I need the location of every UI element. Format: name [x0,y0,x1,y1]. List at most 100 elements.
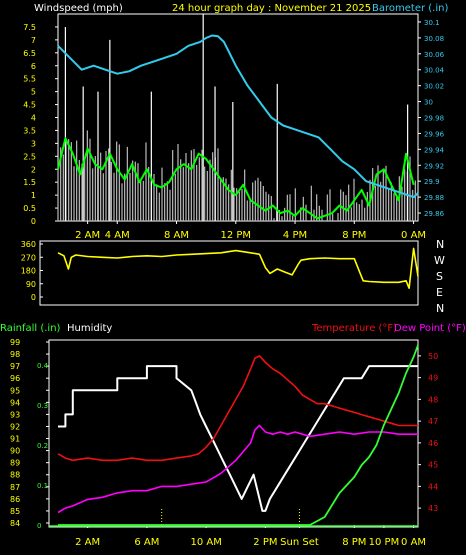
wind-y-tick-label: 7 [31,36,36,45]
dewpoint-line [57,424,418,514]
temp-y-tick-label: 50 [428,352,438,361]
humidity-y-tick-label: 89 [10,459,20,468]
wind-y-tick-label: 0 [31,217,36,226]
direction-y-tick-label: 180 [21,267,36,276]
wind-y-tick-label: 5.5 [23,75,36,84]
wind-y-tick-label: 1.5 [23,178,36,187]
rain-y-tick-label: 0 [37,522,41,530]
direction-panel-frame [39,240,419,306]
rain-y-tick-label: 0.2 [37,442,48,450]
temp-x-tick-label: 10 PM [369,537,400,548]
temperature-line [57,355,418,462]
humidity-label: Humidity [67,323,112,334]
temp-y-tick-label: 49 [428,374,438,383]
wind-y-tick-label: 2 [31,165,36,174]
temp-x-tick-label: 0 AM [401,537,426,548]
humidity-y-tick-label: 96 [10,374,20,383]
barometer-y-tick-label: 30.1 [424,19,440,27]
temp-x-tick-label: 2 AM [75,537,100,548]
humidity-y-tick-label: 88 [10,471,20,480]
wind-x-tick-label: 12 PM [220,230,251,241]
temp-x-tick-label: 2 PM [253,537,277,548]
humidity-y-tick-label: 95 [10,386,20,395]
compass-label-n-top: N [436,238,444,251]
wind-direction-chart: 0 90 180 270 360 [21,240,419,302]
direction-y-tick-label: 0 [31,293,36,302]
rain-y-tick-label: 0.3 [37,402,48,410]
wind-y-tick-label: 2.5 [23,152,36,161]
barometer-y-tick-label: 29.94 [424,146,445,154]
wind-y-tick-label: 4 [31,114,36,123]
wind-x-tick-label: 8 AM [164,230,189,241]
temp-y-tick-label: 48 [428,395,438,404]
windspeed-label: Windspeed (mph) [34,3,123,14]
temp-x-tick-label: 10 AM [190,537,221,548]
temp-y-tick-label: 46 [428,439,438,448]
wind-x-tick-label: 4 AM [105,230,130,241]
barometer-line [57,34,419,199]
temp-y-tick-label: 43 [428,504,438,513]
barometer-y-tick-label: 29.86 [424,210,445,218]
temp-x-tick-label: 8 PM [342,537,366,548]
wind-speed-line [57,137,415,220]
wind-x-tick-label: 4 PM [283,230,307,241]
humidity-y-tick-label: 98 [10,350,20,359]
wind-direction-line [57,247,419,290]
humidity-y-tick-label: 99 [10,338,20,347]
dewpoint-label: Dew Point (°F) [394,323,466,334]
humidity-line [58,365,418,512]
wind-y-tick-label: 0.5 [23,204,36,213]
rainfall-line [58,344,419,526]
rainfall-label: Rainfall (.in) [0,323,61,334]
compass-label-e: E [436,286,443,299]
temp-y-tick-label: 47 [428,417,438,426]
wind-y-tick-label: 3.5 [23,126,36,135]
wind-x-tick-label: 8 PM [342,230,366,241]
barometer-y-tick-label: 30.06 [424,51,445,59]
barometer-y-tick-label: 30.04 [424,67,445,75]
barometer-y-tick-label: 29.98 [424,115,444,123]
wind-panel-frame [57,13,419,222]
temp-y-tick-label: 45 [428,461,438,470]
wind-y-tick-label: 1 [31,191,36,200]
temp-y-tick-label: 44 [428,482,438,491]
humidity-y-tick-label: 87 [10,483,20,492]
barometer-y-tick-label: 30.08 [424,35,444,43]
humidity-y-tick-label: 84 [10,519,20,528]
barometer-label: Barometer (.in) [372,3,448,14]
barometer-y-tick-label: 29.96 [424,130,445,138]
barometer-y-tick-label: 30.02 [424,83,444,91]
compass-label-n-bottom: N [436,302,444,315]
temp-x-tick-label: 6 AM [134,537,159,548]
wind-x-tick-label: 2 AM [75,230,100,241]
humidity-y-tick-label: 86 [10,495,20,504]
wind-x-tick-label: 0 AM [401,230,426,241]
humidity-y-tick-label: 90 [10,447,20,456]
compass-label-w: W [434,254,445,267]
humidity-y-tick-label: 85 [10,507,20,516]
wind-barometer-chart: 0 0.5 1 1.5 2 2.5 3 3.5 4 4.5 5 5.5 6 6.5 7 7.5 29.86 29.… [23,14,445,241]
wind-y-tick-label: 5 [31,88,36,97]
wind-y-tick-label: 6 [31,62,36,71]
wind-y-tick-label: 4.5 [23,101,36,110]
humidity-y-tick-label: 97 [10,362,20,371]
temperature-label: Temperature (°F) [311,323,397,334]
rain-y-tick-label: 0.4 [37,362,49,370]
humidity-y-tick-label: 94 [10,398,20,407]
wind-y-tick-label: 7.5 [23,23,36,32]
graph-title: 24 hour graph day : November 21 2025 [172,3,371,14]
rain-y-tick-label: 0.1 [37,482,48,490]
humidity-y-tick-label: 93 [10,410,20,419]
temp-x-tick-label: Sun Set [280,537,319,548]
rain-humidity-temperature-chart: 84 85 86 87 88 89 90 91 92 93 94 95 96 97 98 99 0 0.1 0.2 0… [10,338,438,548]
barometer-y-tick-label: 30 [424,99,433,107]
direction-y-tick-label: 270 [21,253,36,262]
wind-y-tick-label: 3 [31,139,36,148]
direction-y-tick-label: 90 [26,280,36,289]
direction-y-tick-label: 360 [21,240,36,249]
wind-y-tick-label: 6.5 [23,49,36,58]
barometer-y-tick-label: 29.92 [424,162,444,170]
compass-label-s: S [436,270,443,283]
